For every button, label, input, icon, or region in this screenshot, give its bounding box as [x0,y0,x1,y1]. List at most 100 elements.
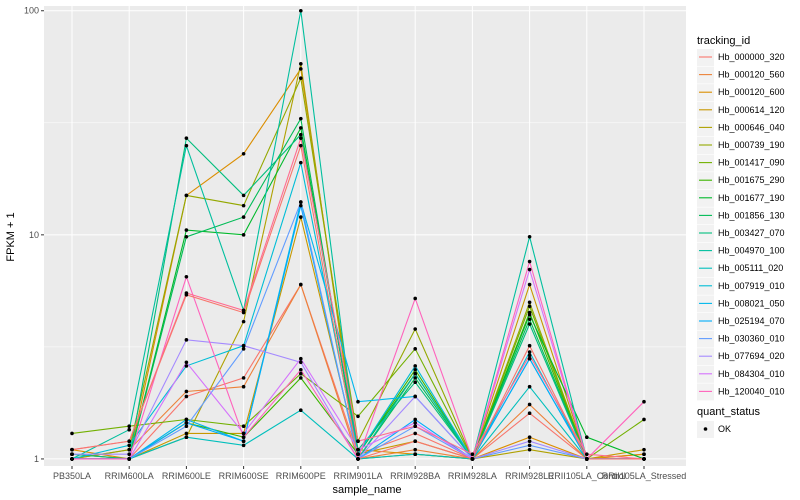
legend-item: Hb_001675_290 [697,172,785,190]
legend-item-label: Hb_000614_120 [718,105,785,115]
legend-item: Hb_077694_020 [697,348,785,366]
data-point [299,67,303,71]
data-point [413,431,418,436]
data-point [527,300,532,305]
data-point [70,447,74,452]
legend-item: Hb_030360_010 [697,330,785,348]
data-point [241,193,246,198]
data-point [299,215,303,219]
legend-item-label: Hb_003427_070 [718,228,785,238]
data-point [241,443,246,448]
data-point [184,394,189,399]
data-point [241,439,246,443]
data-point [527,235,532,239]
data-point [184,420,189,425]
data-point [642,452,646,456]
data-point [356,439,360,443]
data-point [299,160,303,165]
legend-item-label: Hb_001417_090 [718,158,785,168]
legend-item-label: Hb_000000_320 [718,52,785,62]
data-point [299,116,303,121]
data-point [356,399,360,404]
legend-item: Hb_000120_560 [697,66,785,84]
data-point [127,452,131,456]
data-point [184,235,189,239]
data-point [585,457,589,461]
data-point [241,215,246,219]
legend-shape-title: quant_status [697,406,760,418]
data-point [413,452,418,456]
data-point [184,193,189,198]
series-layer [70,8,646,461]
data-point [527,411,532,415]
legend-item-label: Hb_000646_040 [718,122,785,132]
legend-item: Hb_001856_130 [697,207,785,225]
x-tick-label: RRIM901LA [333,471,382,481]
data-point [184,293,189,297]
data-point [299,360,303,365]
data-point [642,447,646,452]
data-point [356,414,360,419]
data-point [527,267,532,272]
data-point [413,296,418,301]
data-point [241,431,246,436]
data-point [184,338,189,342]
data-point [470,457,475,461]
data-point [299,367,303,372]
legend-item-label: Hb_001856_130 [718,210,785,220]
data-point [299,8,303,13]
data-point [299,136,303,140]
data-point [241,203,246,208]
data-point [241,343,246,348]
data-point [127,439,131,443]
data-point [241,310,246,315]
data-point [299,76,303,81]
data-point [299,132,303,137]
data-point [527,350,532,354]
data-point [299,126,303,130]
data-point [413,439,418,443]
data-point [184,274,189,279]
data-point [299,200,303,204]
data-point [642,457,646,461]
data-point [299,203,303,208]
legend-item-label: Hb_007919_010 [718,281,785,291]
data-point [241,424,246,428]
legend-item-label: Hb_000739_190 [718,140,785,150]
y-tick-label: 100 [24,6,39,16]
data-point [356,457,360,461]
data-point [241,151,246,156]
legend-item: Hb_120040_010 [697,383,785,401]
legend-item: Hb_001417_090 [697,154,785,172]
data-point [299,356,303,361]
data-point [642,399,646,404]
x-tick-label: PB350LA [53,471,91,481]
legend-item-label: Hb_001675_290 [718,175,785,185]
data-point [299,143,303,148]
data-point [70,452,74,456]
data-point [127,457,131,461]
legend-key-point [703,427,708,431]
data-point [127,424,131,428]
data-point [527,322,532,326]
data-point [70,431,74,436]
x-tick-label: RRIM928LE [505,471,554,481]
legend-item-label: Hb_077694_020 [718,351,785,361]
legend-shape-items: OK [697,421,731,438]
data-point [299,371,303,376]
legend-item: Hb_008021_050 [697,295,785,313]
data-point [356,452,360,456]
x-tick-label: RRIM600LE [162,471,211,481]
legend-item-label: Hb_120040_010 [718,386,785,396]
data-point [184,136,189,140]
data-point [413,364,418,368]
data-point [184,228,189,232]
legend-item: Hb_003427_070 [697,225,785,242]
data-point [184,143,189,148]
data-point [527,439,532,443]
data-point [527,282,532,287]
data-point [413,367,418,372]
x-axis: PB350LA RRIM600LA RRIM600LE RRIM600SE RRIM60… [53,466,686,481]
legend-item-label: Hb_084304_010 [718,369,785,379]
